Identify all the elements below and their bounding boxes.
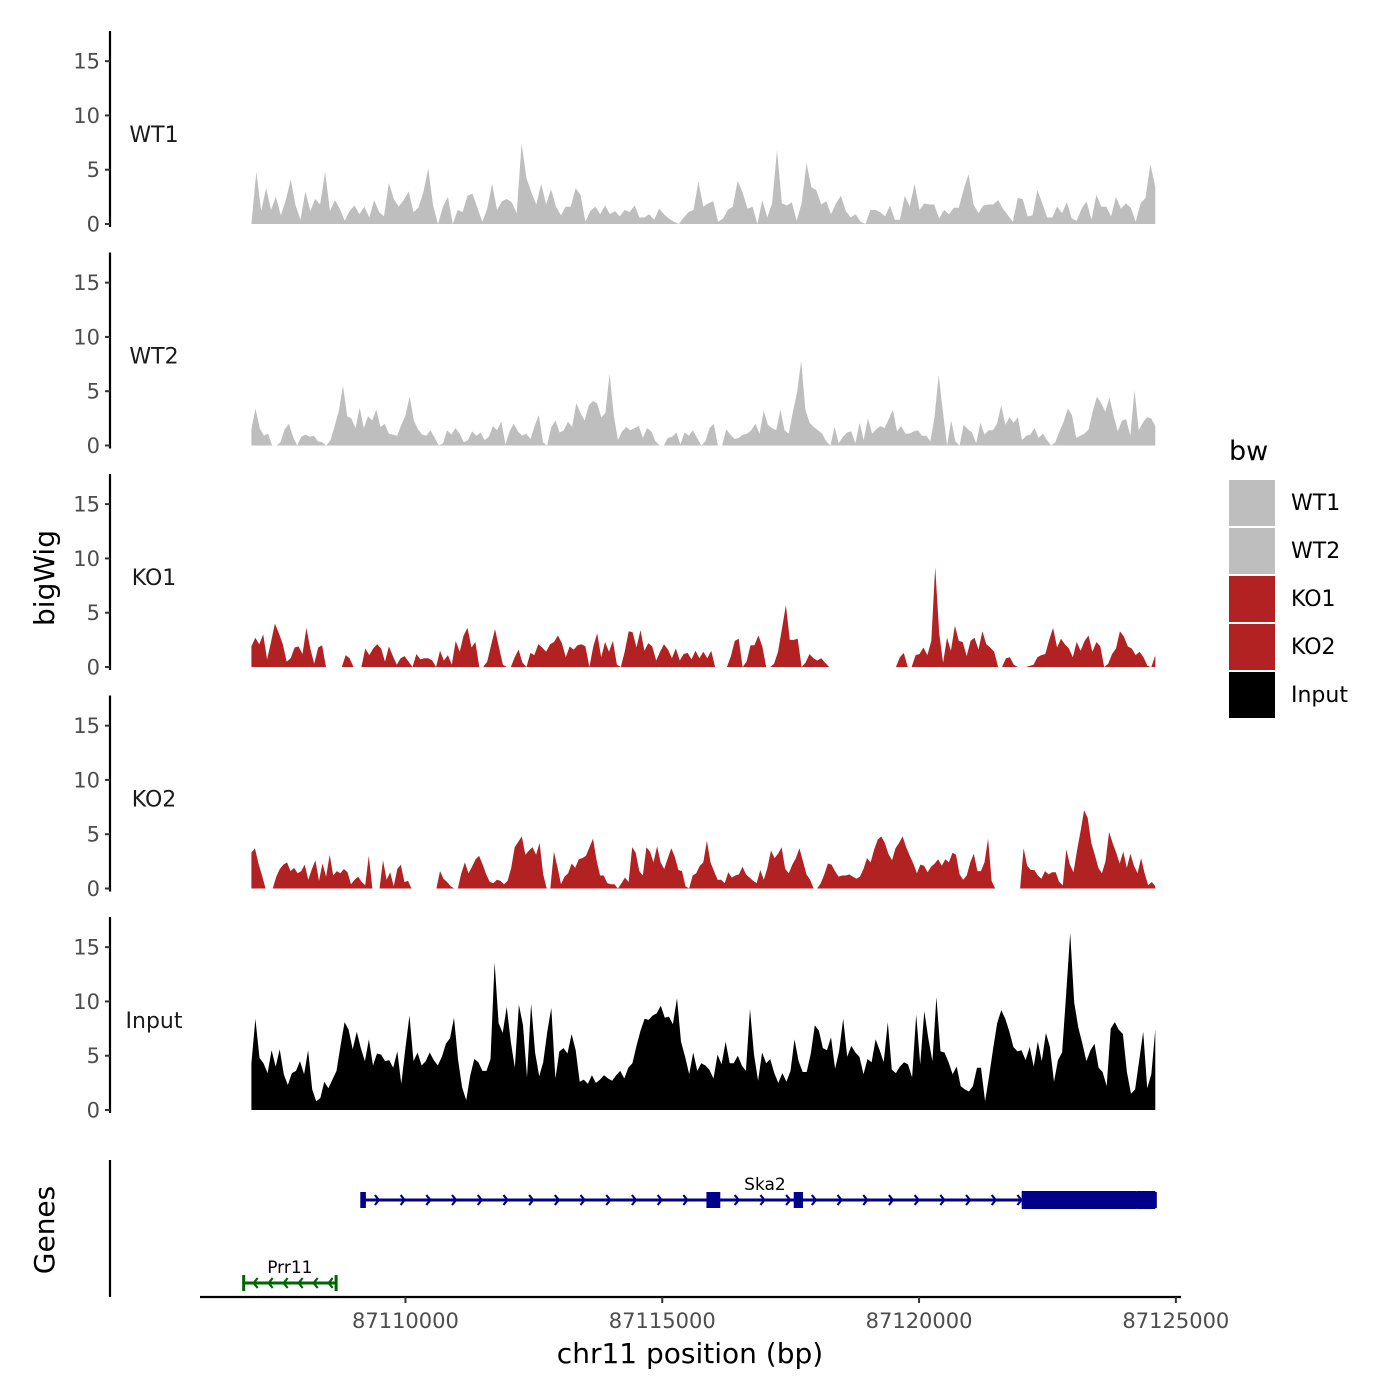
strand-arrow — [682, 1194, 689, 1206]
legend-label-ko2: KO2 — [1291, 635, 1336, 660]
tracks-layer: 0 5 10 15 WT1 0 5 10 15 WT2 0 5 10 15 KO1 0 5 10 15 KO2 0 5 10… — [73, 31, 1156, 1123]
strand-arrow — [810, 1194, 818, 1206]
legend-label-wt1: WT1 — [1291, 491, 1340, 516]
legend-key-input — [1229, 672, 1275, 718]
y-tick-label: 5 — [87, 1044, 100, 1068]
strand-arrow — [451, 1194, 458, 1206]
track-label-ko1: KO1 — [132, 566, 177, 591]
strand-arrow — [502, 1194, 509, 1206]
signal-area-input — [251, 933, 1156, 1110]
strand-arrow — [528, 1194, 535, 1206]
y-tick-label: 0 — [87, 434, 100, 458]
strand-arrow — [965, 1194, 972, 1206]
legend-title: bw — [1229, 436, 1268, 467]
strand-arrow — [631, 1194, 638, 1206]
y-tick-label: 0 — [87, 877, 100, 901]
legend-key-wt1 — [1229, 480, 1275, 526]
gene-exon-thick — [1021, 1191, 1137, 1209]
gene-label-prr11: Prr11 — [267, 1258, 312, 1278]
signal-area-ko1 — [251, 567, 1156, 667]
gene-exon-thick — [1136, 1191, 1156, 1209]
legend: bw WT1 WT2 KO1 KO2 Input — [1229, 436, 1348, 718]
strand-arrow — [312, 1277, 319, 1289]
track-label-wt1: WT1 — [129, 123, 178, 148]
strand-arrow — [327, 1277, 334, 1289]
y-tick-label: 0 — [87, 1099, 100, 1123]
strand-arrow — [862, 1194, 869, 1206]
strand-arrow — [374, 1194, 381, 1206]
legend-key-wt2 — [1229, 528, 1275, 574]
strand-arrow — [605, 1194, 612, 1206]
strand-arrow — [656, 1194, 664, 1206]
y-tick-label: 5 — [87, 380, 100, 404]
track-input: 0 5 10 15 Input — [73, 917, 1156, 1123]
strand-arrow — [267, 1277, 274, 1289]
legend-label-ko1: KO1 — [1291, 587, 1336, 612]
gene-exon — [361, 1192, 366, 1208]
y-tick-label: 15 — [73, 271, 100, 295]
track-wt1: 0 5 10 15 WT1 — [73, 31, 1156, 237]
strand-arrow — [733, 1194, 741, 1206]
gene-exon — [793, 1192, 803, 1208]
axes-layer: bigWig Genes chr11 position (bp) 8711000… — [28, 530, 1229, 1370]
signal-area-wt1 — [251, 143, 1156, 224]
y-axis-title: bigWig — [28, 530, 61, 626]
strand-arrow — [759, 1194, 766, 1206]
gene-exon — [706, 1192, 721, 1208]
strand-arrow — [252, 1277, 259, 1289]
x-tick-label: 87110000 — [352, 1309, 459, 1333]
track-label-wt2: WT2 — [129, 345, 178, 370]
y-tick-label: 5 — [87, 823, 100, 847]
strand-arrow — [553, 1194, 561, 1206]
y-tick-label: 0 — [87, 213, 100, 237]
x-tick-label: 87115000 — [609, 1309, 716, 1333]
y-tick-label: 10 — [73, 104, 100, 128]
x-tick-label: 87125000 — [1122, 1309, 1229, 1333]
y-tick-label: 15 — [73, 936, 100, 960]
strand-arrow — [399, 1194, 407, 1206]
strand-arrow — [282, 1277, 289, 1289]
y-tick-label: 15 — [73, 50, 100, 74]
strand-arrow — [476, 1194, 484, 1206]
gene-label-ska2: Ska2 — [744, 1175, 786, 1195]
genes-axis-title: Genes — [28, 1186, 61, 1274]
strand-arrow — [425, 1194, 432, 1206]
gene-ska2: Ska2 — [360, 1175, 1157, 1209]
strand-arrow — [939, 1194, 946, 1206]
strand-arrow — [888, 1194, 895, 1206]
track-ko1: 0 5 10 15 KO1 — [73, 474, 1156, 680]
legend-label-wt2: WT2 — [1291, 539, 1340, 564]
strand-arrow — [579, 1194, 586, 1206]
y-tick-label: 0 — [87, 656, 100, 680]
strand-arrow — [836, 1194, 843, 1206]
genes-layer: Ska2 Prr11 — [108, 1160, 1157, 1297]
track-label-input: Input — [126, 1009, 183, 1034]
y-tick-label: 15 — [73, 714, 100, 738]
strand-arrow — [1016, 1194, 1023, 1206]
y-tick-label: 5 — [87, 601, 100, 625]
track-wt2: 0 5 10 15 WT2 — [73, 252, 1156, 458]
y-tick-label: 5 — [87, 158, 100, 182]
signal-area-wt2 — [251, 360, 1156, 446]
strand-arrow — [990, 1194, 998, 1206]
y-tick-label: 10 — [73, 547, 100, 571]
legend-label-input: Input — [1291, 683, 1348, 708]
signal-area-ko2 — [251, 810, 1156, 889]
y-tick-label: 15 — [73, 493, 100, 517]
track-label-ko2: KO2 — [132, 788, 177, 813]
strand-arrow — [785, 1194, 792, 1206]
legend-key-ko1 — [1229, 576, 1275, 622]
y-tick-label: 10 — [73, 768, 100, 792]
strand-arrow — [913, 1194, 921, 1206]
gene-prr11: Prr11 — [242, 1258, 338, 1291]
y-tick-label: 10 — [73, 325, 100, 349]
x-tick-label: 87120000 — [866, 1309, 973, 1333]
strand-arrow — [297, 1277, 304, 1289]
track-ko2: 0 5 10 15 KO2 — [73, 695, 1156, 901]
x-axis-title: chr11 position (bp) — [557, 1337, 823, 1370]
y-tick-label: 10 — [73, 990, 100, 1014]
legend-key-ko2 — [1229, 624, 1275, 670]
